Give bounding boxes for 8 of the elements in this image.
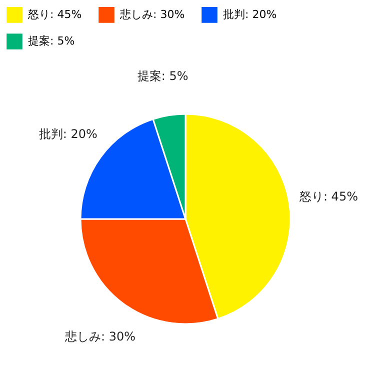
- slice-label: 提案: 5%: [137, 68, 188, 83]
- legend-label: 悲しみ: 30%: [119, 8, 185, 21]
- slice-label: 批判: 20%: [38, 126, 98, 141]
- slice-label: 悲しみ: 30%: [64, 329, 136, 344]
- legend-label: 提案: 5%: [28, 34, 75, 48]
- legend-label: 怒り: 45%: [27, 8, 82, 21]
- legend-label: 批判: 20%: [223, 8, 277, 21]
- slice-label: 怒り: 45%: [298, 189, 358, 204]
